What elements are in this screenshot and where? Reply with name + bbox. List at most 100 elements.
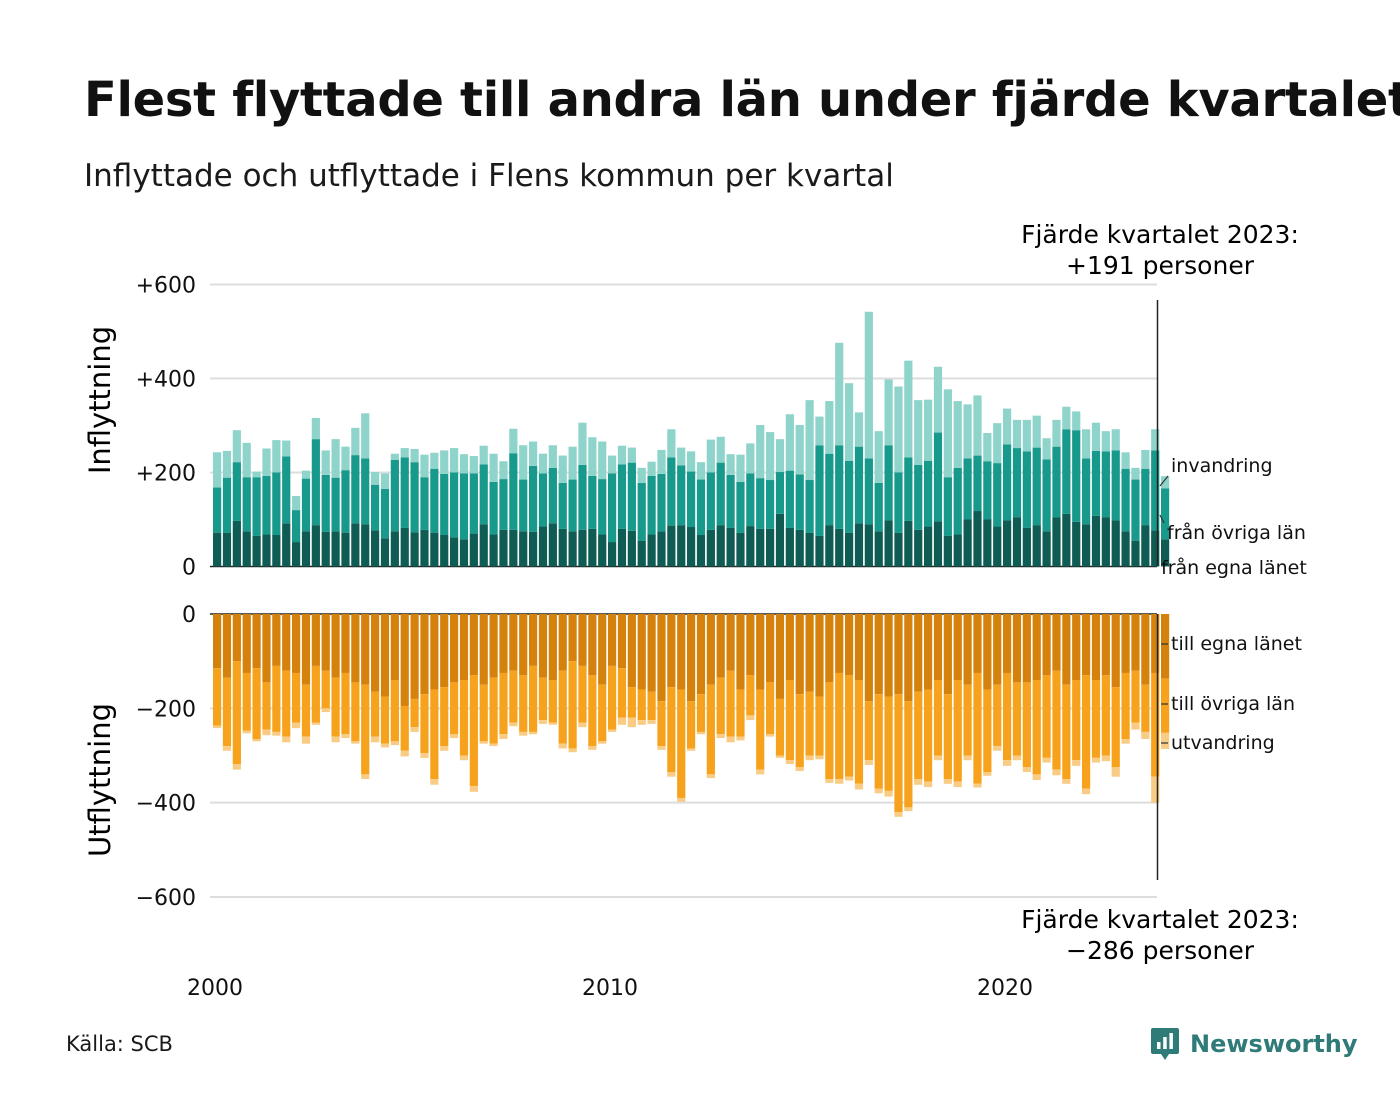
in-bar-1-5: [262, 475, 271, 535]
out-bar-1-87: [1072, 680, 1081, 761]
in-bar-2-82: [1022, 419, 1031, 452]
in-bar-0-26: [469, 533, 478, 567]
out-bar-0-50: [706, 614, 715, 685]
in-bar-2-28: [489, 453, 498, 482]
in-bar-2-31: [519, 445, 528, 480]
out-bar-0-79: [993, 614, 1002, 685]
in-bar-1-69: [894, 472, 903, 533]
in-bar-0-36: [568, 531, 577, 567]
in-bar-0-12: [331, 531, 340, 567]
out-bar-0-0: [213, 614, 222, 669]
out-bar-0-69: [894, 614, 903, 695]
in-bar-2-18: [390, 453, 399, 460]
out-bar-0-5: [262, 614, 271, 683]
in-bar-1-29: [499, 479, 508, 530]
in-bar-2-89: [1091, 422, 1101, 451]
in-bar-1-49: [696, 479, 706, 536]
in-bar-0-93: [1131, 540, 1140, 567]
out-bar-0-15: [361, 614, 370, 685]
in-bar-0-71: [914, 529, 923, 567]
in-bar-1-39: [598, 479, 607, 535]
out-bar-1-14: [351, 682, 360, 742]
out-bar-2-43: [637, 720, 646, 725]
out-bar-1-50: [706, 684, 715, 775]
in-bar-1-96: [1161, 488, 1170, 540]
out-bar-0-11: [321, 614, 330, 671]
in-bar-0-66: [864, 524, 873, 567]
out-bar-1-77: [973, 672, 982, 784]
in-bar-0-40: [608, 542, 617, 567]
out-bar-0-9: [301, 614, 311, 685]
out-bar-1-51: [716, 677, 725, 735]
in-bar-2-19: [400, 448, 409, 458]
out-bar-0-41: [617, 614, 627, 669]
out-bar-1-48: [687, 701, 696, 749]
out-bar-1-73: [933, 680, 943, 756]
in-bar-1-68: [884, 445, 893, 521]
y-tick-bottom-3: 0: [182, 603, 196, 628]
in-bar-2-23: [440, 450, 449, 474]
out-bar-0-85: [1052, 614, 1061, 671]
out-bar-2-83: [1032, 774, 1041, 781]
in-bar-1-60: [805, 480, 814, 533]
in-bar-2-94: [1141, 449, 1150, 469]
out-bar-2-9: [301, 736, 311, 744]
out-bar-2-81: [1012, 755, 1022, 761]
in-bar-1-30: [509, 453, 518, 530]
in-bar-1-32: [529, 465, 538, 532]
out-bar-2-0: [213, 725, 222, 729]
in-bar-1-93: [1131, 479, 1140, 541]
out-bar-2-52: [726, 736, 735, 743]
y-tick-bottom-2: −200: [136, 697, 196, 722]
out-bar-0-20: [410, 614, 419, 699]
in-bar-2-48: [687, 451, 696, 472]
out-bar-0-22: [430, 614, 439, 690]
in-bar-1-36: [568, 479, 577, 532]
out-bar-1-26: [469, 675, 478, 787]
in-bar-0-25: [459, 539, 469, 567]
y-axis-label-utflyttning: Utflyttning: [83, 703, 117, 857]
out-bar-0-75: [953, 614, 962, 681]
in-bar-2-67: [874, 431, 883, 483]
out-bar-1-2: [232, 661, 241, 764]
in-bar-0-28: [489, 534, 498, 567]
in-bar-2-33: [538, 453, 548, 474]
out-bar-0-51: [716, 614, 725, 678]
in-bar-0-46: [667, 525, 676, 567]
in-bar-0-0: [213, 532, 222, 567]
out-bar-2-16: [371, 736, 380, 743]
in-bar-1-61: [815, 445, 824, 536]
out-bar-0-53: [736, 614, 745, 690]
in-bar-1-31: [519, 479, 528, 532]
out-bar-0-25: [459, 614, 469, 681]
x-tick-0: 2000: [187, 976, 243, 1001]
in-bar-2-58: [785, 414, 794, 471]
in-bar-1-70: [904, 457, 913, 521]
in-bar-1-42: [627, 462, 636, 531]
in-bar-0-41: [617, 528, 627, 567]
series-label-0: invandring: [1171, 455, 1273, 477]
in-bar-2-95: [1151, 429, 1160, 451]
y-tick-bottom-1: −400: [136, 792, 196, 817]
out-bar-1-31: [519, 675, 528, 732]
in-bar-1-46: [667, 457, 676, 526]
out-bar-2-66: [864, 760, 873, 765]
out-bar-1-4: [252, 668, 261, 739]
in-bar-1-64: [845, 460, 854, 533]
in-bar-1-83: [1032, 447, 1041, 526]
in-bar-2-21: [420, 454, 429, 478]
source-note: Källa: SCB: [66, 1032, 173, 1056]
in-bar-2-96: [1161, 476, 1170, 489]
in-bar-1-78: [983, 461, 992, 520]
in-bar-1-73: [933, 432, 943, 522]
out-bar-0-73: [933, 614, 943, 681]
out-bar-1-58: [785, 680, 794, 761]
in-bar-1-89: [1091, 450, 1101, 516]
in-bar-2-88: [1082, 429, 1091, 459]
in-bar-0-9: [301, 531, 311, 567]
out-bar-2-38: [588, 746, 597, 750]
in-bar-2-20: [410, 449, 419, 463]
out-bar-1-76: [963, 684, 972, 756]
in-bar-0-32: [529, 531, 538, 567]
out-bar-1-67: [874, 694, 883, 789]
